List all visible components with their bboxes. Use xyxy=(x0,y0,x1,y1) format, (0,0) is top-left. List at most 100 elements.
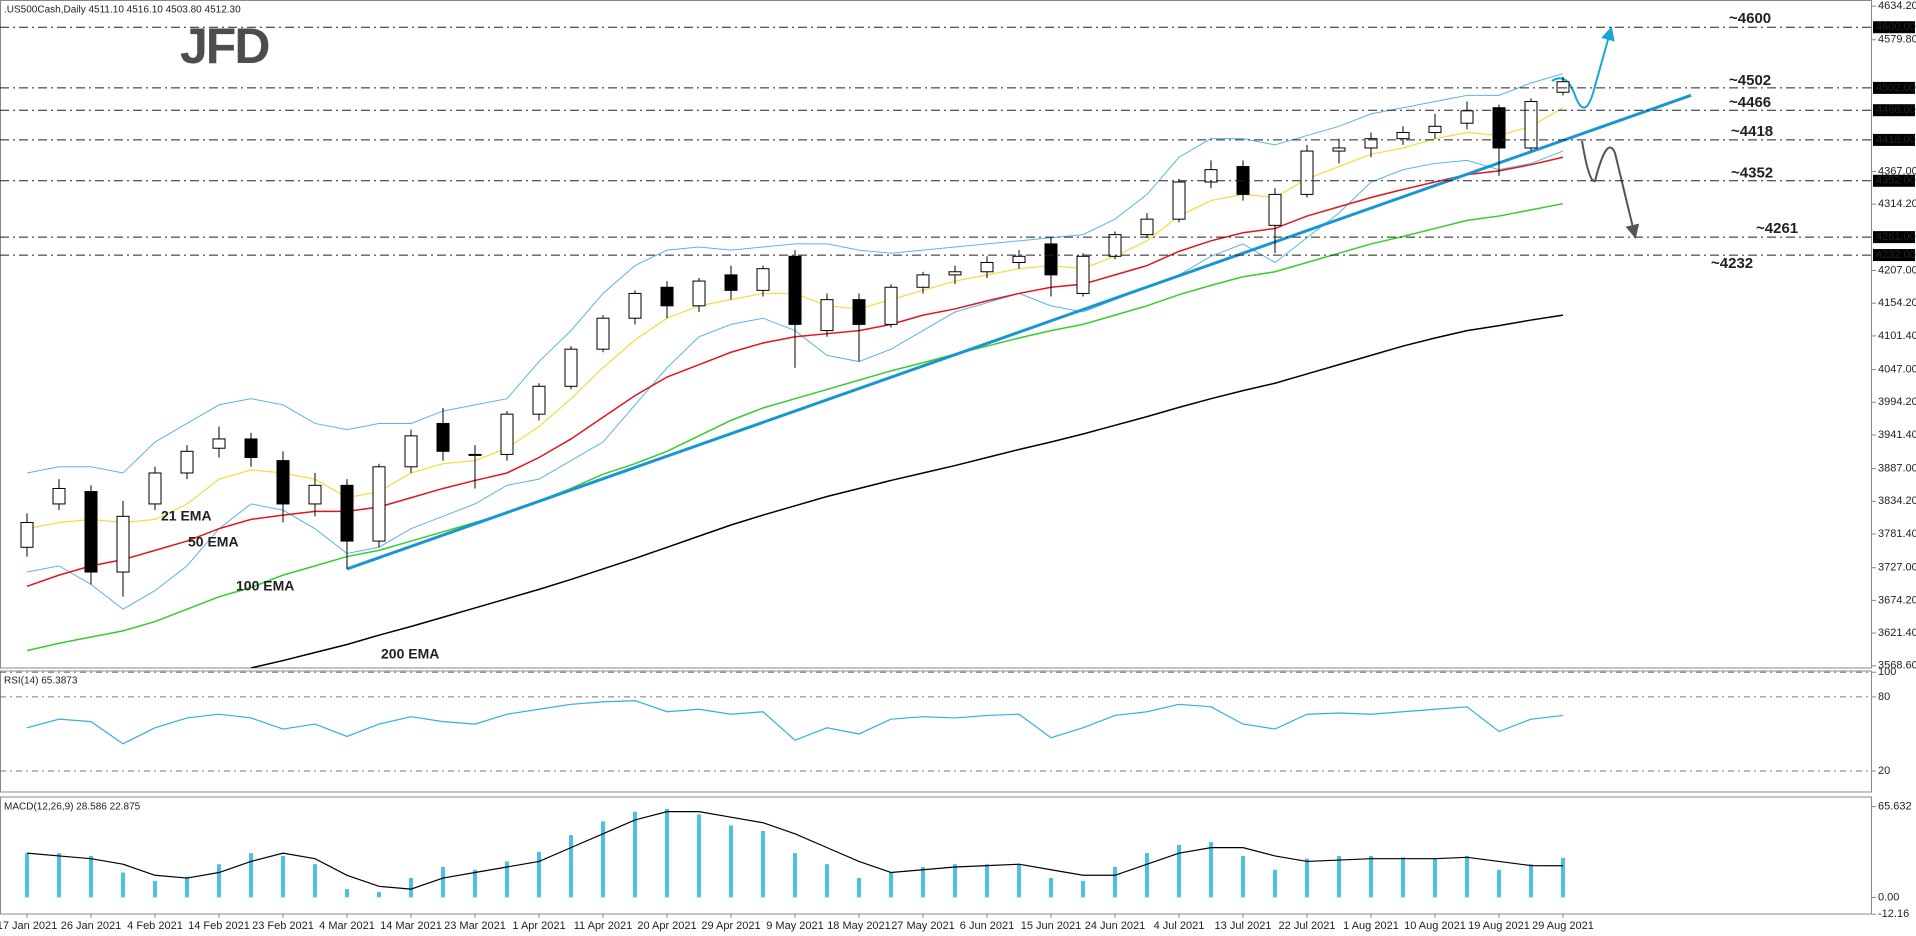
x-tick-label: 13 Jul 2021 xyxy=(1215,920,1272,932)
candle-body xyxy=(884,286,898,325)
x-tick-label: 29 Apr 2021 xyxy=(701,920,760,932)
candle-body xyxy=(180,450,194,474)
y-tick-label: -12.16 xyxy=(1878,908,1909,920)
price-plot xyxy=(20,73,1692,668)
candle-body xyxy=(468,453,482,456)
macd-bar xyxy=(313,864,317,898)
macd-bar xyxy=(1337,855,1341,898)
candle-body xyxy=(1268,193,1282,226)
candle-body xyxy=(660,286,674,307)
candle-body xyxy=(1076,255,1090,294)
macd-bar xyxy=(601,821,605,898)
level-label: 4502.00 xyxy=(1876,82,1916,94)
macd-bar xyxy=(985,864,989,898)
level-annotation: ~4418 xyxy=(1731,123,1773,140)
candle-body xyxy=(372,466,386,542)
x-tick-label: 27 May 2021 xyxy=(891,920,955,932)
candle-body xyxy=(116,515,130,573)
level-box xyxy=(1873,231,1915,244)
candle-body xyxy=(628,292,642,319)
macd-bar xyxy=(377,891,381,898)
level-box xyxy=(1873,21,1915,34)
macd-bar xyxy=(921,866,925,898)
level-box xyxy=(1873,104,1915,117)
candle-body xyxy=(340,484,354,542)
rsi-pane xyxy=(0,670,1872,793)
bollinger-upper xyxy=(26,73,1564,474)
x-tick-label: 14 Mar 2021 xyxy=(380,920,442,932)
y-tick-label: 4634.20 xyxy=(1878,0,1916,12)
macd-bar xyxy=(793,853,797,898)
macd-bar xyxy=(345,889,349,898)
candle-body xyxy=(276,460,290,505)
level-box xyxy=(1873,133,1915,146)
x-tick-label: 9 May 2021 xyxy=(766,920,823,932)
candle-body xyxy=(148,472,162,505)
macd-bar xyxy=(697,814,701,898)
candle-body xyxy=(1428,125,1442,133)
candle-body xyxy=(308,484,322,505)
candle-body xyxy=(1140,218,1154,236)
macd-bar xyxy=(1529,864,1533,898)
y-tick-label: 3781.40 xyxy=(1878,528,1916,540)
macd-signal xyxy=(26,811,1564,890)
x-tick-label: 4 Feb 2021 xyxy=(127,920,183,932)
macd-bar xyxy=(121,872,125,898)
macd-bar xyxy=(953,864,957,898)
candle-body xyxy=(1172,181,1186,220)
price-pane xyxy=(0,0,1872,669)
logo: JFD xyxy=(180,18,269,74)
ema-label: 50 EMA xyxy=(188,534,239,550)
macd-bar xyxy=(1497,869,1501,898)
macd-bar xyxy=(185,876,189,898)
level-annotation: ~4261 xyxy=(1756,220,1798,237)
candle-body xyxy=(1332,147,1346,152)
macd-bar xyxy=(473,869,477,898)
macd-bar xyxy=(1113,866,1117,898)
ema-label: 100 EMA xyxy=(236,578,294,594)
macd-bar xyxy=(537,851,541,898)
candle-body xyxy=(948,271,962,276)
macd-bar xyxy=(729,825,733,898)
x-tick-label: 23 Mar 2021 xyxy=(444,920,506,932)
y-tick-label: 3887.00 xyxy=(1878,463,1916,475)
y-tick-label: 4314.20 xyxy=(1878,198,1916,210)
candle-body xyxy=(436,422,450,452)
macd-bar xyxy=(889,872,893,898)
macd-bar xyxy=(1049,878,1053,898)
x-tick-label: 23 Feb 2021 xyxy=(252,920,314,932)
level-label: 4261.00 xyxy=(1876,231,1916,243)
macd-bar xyxy=(665,808,669,898)
chart-title: .US500Cash,Daily 4511.10 4516.10 4503.80… xyxy=(4,5,241,16)
candle-body xyxy=(1204,169,1218,183)
x-tick-label: 22 Jul 2021 xyxy=(1279,920,1336,932)
x-tick-label: 11 Apr 2021 xyxy=(574,920,633,932)
ema-label: 21 EMA xyxy=(161,508,212,524)
x-tick-label: 24 Jun 2021 xyxy=(1085,920,1146,932)
macd-bar xyxy=(1369,855,1373,898)
y-tick-label: 4579.80 xyxy=(1878,34,1916,46)
macd-bar xyxy=(217,864,221,898)
ema-label: 200 EMA xyxy=(381,646,439,662)
macd-bar xyxy=(1305,858,1309,898)
candle-body xyxy=(500,413,514,455)
macd-bar xyxy=(633,811,637,898)
y-tick-label: 4047.00 xyxy=(1878,364,1916,376)
x-tick-label: 19 Aug 2021 xyxy=(1468,920,1530,932)
y-tick-label: 4207.00 xyxy=(1878,264,1916,276)
y-tick-label: 3994.20 xyxy=(1878,396,1916,408)
y-tick-label: 3727.00 xyxy=(1878,562,1916,574)
candle-body xyxy=(404,435,418,468)
macd-bar xyxy=(153,880,157,898)
level-label: 4352.00 xyxy=(1876,175,1916,187)
macd-bar xyxy=(825,864,829,898)
macd-bar xyxy=(281,855,285,898)
y-tick-label: 80 xyxy=(1878,691,1890,703)
projection-down xyxy=(1581,140,1640,239)
macd-bar xyxy=(25,853,29,898)
candle-body xyxy=(916,274,930,288)
candle-body xyxy=(1044,243,1058,276)
macd-bar xyxy=(1433,858,1437,898)
x-tick-label: 14 Feb 2021 xyxy=(188,920,250,932)
